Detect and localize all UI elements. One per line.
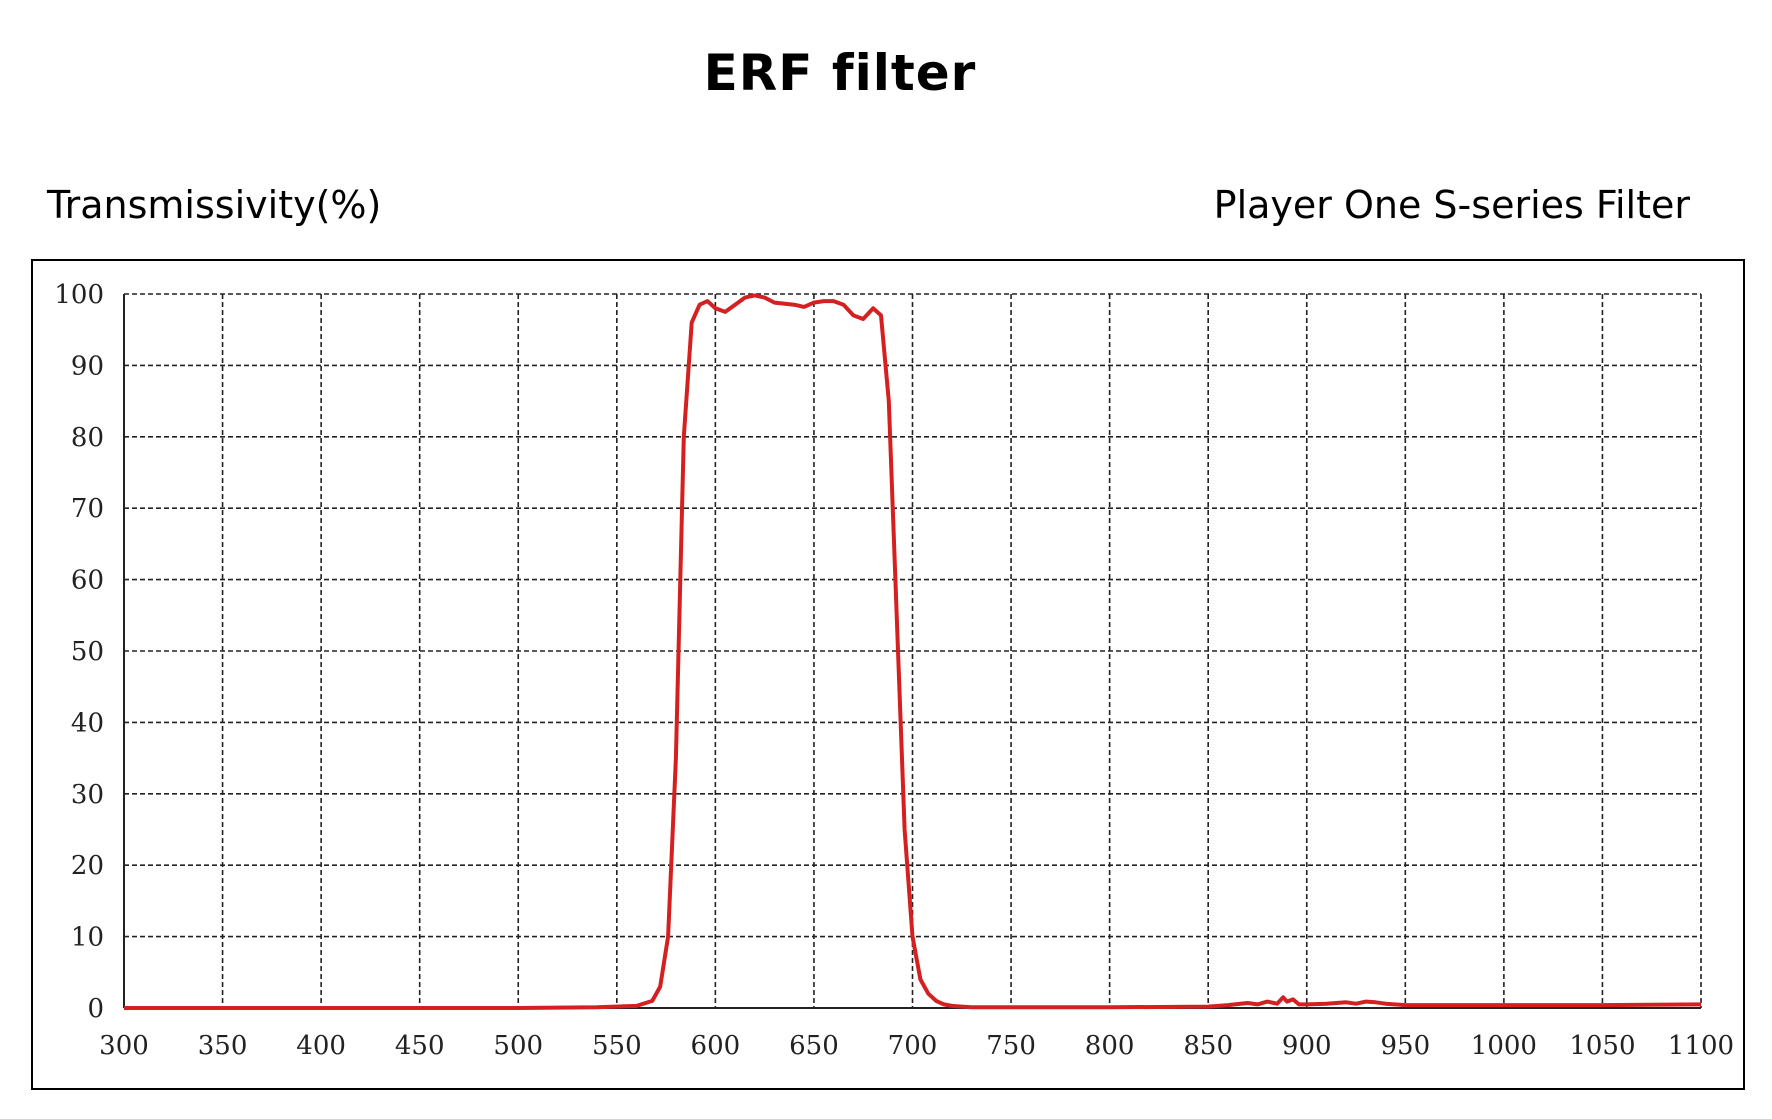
x-tick-label: 750 xyxy=(986,1031,1036,1061)
y-tick-label: 60 xyxy=(71,566,104,596)
x-tick-label: 550 xyxy=(592,1031,642,1061)
x-tick-label: 650 xyxy=(789,1031,839,1061)
x-tick-label: 600 xyxy=(691,1031,741,1061)
y-tick-label: 100 xyxy=(54,280,104,310)
x-tick-label: 950 xyxy=(1380,1031,1430,1061)
x-tick-label: 500 xyxy=(493,1031,543,1061)
y-tick-label: 30 xyxy=(71,780,104,810)
x-tick-label: 800 xyxy=(1085,1031,1135,1061)
y-tick-label: 10 xyxy=(71,923,104,953)
y-tick-label: 40 xyxy=(71,708,104,738)
series-line xyxy=(124,293,1702,1010)
x-tick-label: 450 xyxy=(395,1031,445,1061)
x-tick-label: 1050 xyxy=(1569,1031,1635,1061)
x-tick-label: 350 xyxy=(198,1031,248,1061)
y-tick-label: 90 xyxy=(71,351,104,381)
y-tick-label: 70 xyxy=(71,494,104,524)
y-tick-label: 50 xyxy=(71,637,104,667)
x-tick-label: 300 xyxy=(99,1031,149,1061)
y-axis-label: Transmissivity(%) xyxy=(47,183,382,227)
chart-title: ERF filter xyxy=(703,44,977,102)
y-tick-label: 0 xyxy=(87,994,104,1024)
y-tick-labels: 0 10 20 30 40 50 60 70 80 90 100 xyxy=(54,280,104,1024)
x-tick-label: 1100 xyxy=(1668,1031,1734,1061)
x-tick-label: 700 xyxy=(888,1031,938,1061)
x-tick-labels: 300 350 400 450 500 550 600 650 700 750 800 850 900 9… xyxy=(99,1031,1734,1061)
y-tick-label: 20 xyxy=(71,851,104,881)
y-tick-label: 80 xyxy=(71,423,104,453)
x-tick-label: 400 xyxy=(296,1031,346,1061)
corner-label: Player One S-series Filter xyxy=(1213,183,1690,227)
x-tick-label: 900 xyxy=(1282,1031,1332,1061)
x-tick-label: 850 xyxy=(1183,1031,1233,1061)
x-tick-label: 1000 xyxy=(1471,1031,1537,1061)
